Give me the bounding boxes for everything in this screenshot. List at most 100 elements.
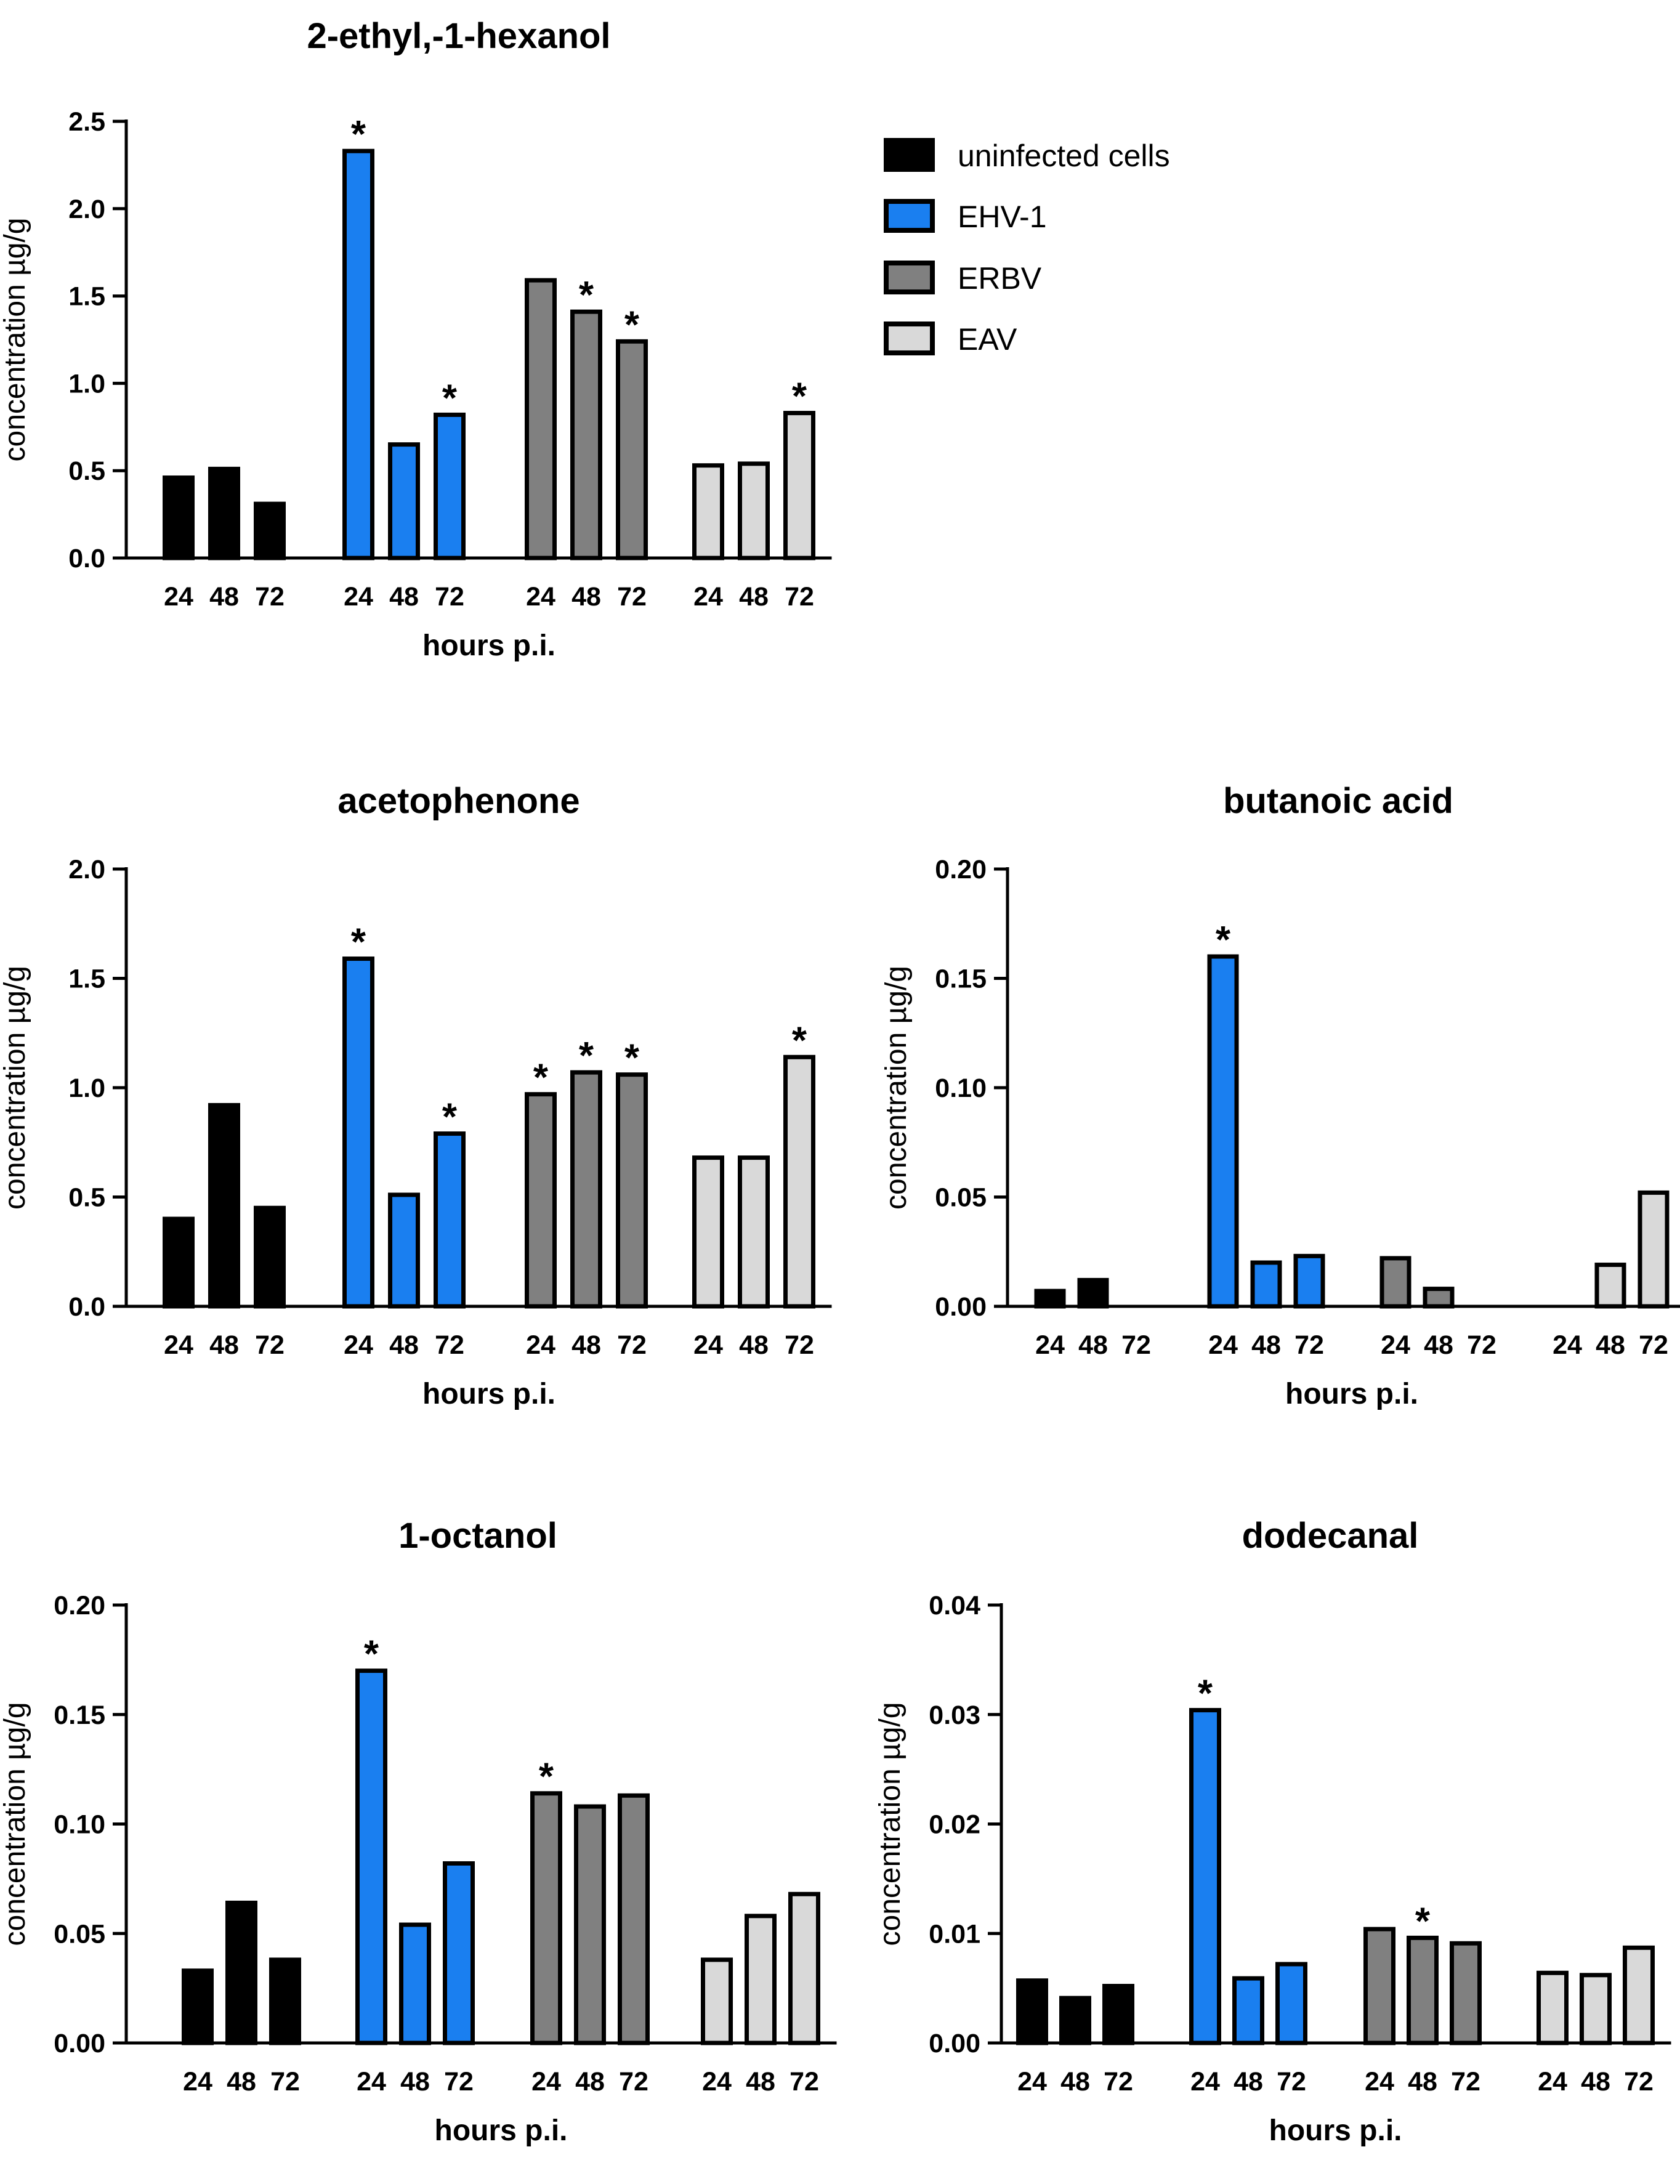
x-tick-label: 48: [1408, 2067, 1437, 2097]
x-tick-label: 24: [164, 1330, 193, 1360]
x-tick-label: 24: [526, 582, 555, 612]
y-tick-label: 0.15: [935, 965, 987, 994]
bar: [1594, 1263, 1626, 1309]
significance-star: *: [624, 1037, 640, 1080]
bar: [788, 1891, 820, 2045]
y-tick-label: 1.5: [68, 965, 105, 994]
bar: [783, 411, 815, 560]
x-tick-label: 48: [1060, 2067, 1090, 2097]
x-tick-label: 48: [227, 2067, 256, 2097]
significance-star: *: [539, 1756, 554, 1798]
x-tick-label: 48: [746, 2067, 775, 2097]
y-tick-label: 0.02: [929, 1810, 980, 1840]
significance-star: *: [442, 377, 458, 419]
y-axis-label: concentration µg/g: [0, 966, 31, 1210]
significance-star: *: [579, 1035, 594, 1077]
x-tick-label: 48: [1424, 1330, 1453, 1360]
x-tick-label: 24: [1381, 1330, 1410, 1360]
y-tick-label: 0.20: [935, 855, 987, 884]
significance-star: *: [624, 304, 640, 346]
x-tick-label: 72: [270, 2067, 300, 2097]
bar: [1623, 1945, 1655, 2045]
y-tick-label: 0.01: [929, 1919, 980, 1949]
significance-star: *: [351, 113, 366, 156]
x-tick-label: 48: [1078, 1330, 1108, 1360]
bar: [1379, 1256, 1411, 1309]
x-tick-label: 24: [1553, 1330, 1582, 1360]
bar: [1537, 1970, 1569, 2045]
bar: [1407, 1935, 1439, 2045]
y-tick-label: 0.00: [54, 2029, 105, 2058]
y-tick-label: 0.05: [935, 1183, 987, 1213]
y-tick-label: 0.5: [68, 1183, 105, 1213]
x-tick-label: 48: [1596, 1330, 1625, 1360]
x-tick-label: 24: [344, 582, 373, 612]
x-tick-label: 72: [435, 582, 464, 612]
x-tick-label: 24: [1365, 2067, 1394, 2097]
x-tick-label: 72: [785, 582, 814, 612]
x-tick-label: 24: [693, 582, 723, 612]
bar: [525, 1092, 557, 1309]
x-tick-label: 48: [571, 582, 601, 612]
x-tick-label: 24: [702, 2067, 732, 2097]
legend-swatch-eav: [884, 322, 935, 355]
bar: [269, 1957, 301, 2045]
x-axis-label: hours p.i.: [1285, 1378, 1418, 1410]
y-tick-label: 0.00: [935, 1292, 987, 1322]
y-tick-label: 0.15: [54, 1701, 105, 1730]
significance-star: *: [792, 1019, 807, 1062]
x-tick-label: 72: [617, 582, 647, 612]
bar: [701, 1957, 733, 2045]
x-tick-label: 48: [389, 582, 419, 612]
chart-panel-acetophenone: acetophenone 0.0 0.5 1.0 1.5 2.0 concentration…: [0, 781, 832, 1410]
x-tick-label: 48: [1581, 2067, 1610, 2097]
x-tick-label: 24: [526, 1330, 555, 1360]
bar: [1580, 1973, 1612, 2045]
significance-star: *: [792, 376, 807, 418]
legend-label-ehv1: EHV-1: [958, 200, 1047, 234]
y-tick-label: 0.00: [929, 2029, 980, 2058]
significance-star: *: [351, 921, 366, 964]
bar: [163, 1216, 195, 1309]
x-tick-label: 48: [209, 582, 239, 612]
bar: [434, 412, 466, 560]
bar: [616, 339, 648, 560]
bar: [1059, 1996, 1091, 2045]
x-tick-label: 24: [1017, 2067, 1047, 2097]
bar: [342, 957, 374, 1309]
x-tick-label: 72: [1639, 1330, 1668, 1360]
bar: [1275, 1962, 1307, 2045]
x-tick-label: 48: [400, 2067, 430, 2097]
y-tick-label: 0.5: [68, 456, 105, 486]
x-tick-label: 48: [739, 582, 769, 612]
x-tick-label: 72: [1467, 1330, 1496, 1360]
legend-label-eav: EAV: [958, 322, 1017, 357]
chart-title: 1-octanol: [398, 1516, 557, 1556]
y-tick-label: 2.0: [68, 855, 105, 884]
x-tick-label: 48: [739, 1330, 769, 1360]
bar: [530, 1791, 562, 2045]
x-tick-label: 72: [1277, 2067, 1306, 2097]
x-tick-label: 72: [255, 582, 285, 612]
y-axis-label: concentration µg/g: [874, 1702, 907, 1946]
bar: [692, 463, 724, 560]
bar: [1207, 954, 1239, 1309]
x-tick-label: 24: [1538, 2067, 1567, 2097]
x-tick-label: 24: [1190, 2067, 1220, 2097]
x-tick-label: 24: [1208, 1330, 1238, 1360]
legend-label-uninfected: uninfected cells: [958, 139, 1170, 173]
y-tick-label: 0.10: [935, 1074, 987, 1103]
bar: [1102, 1984, 1134, 2045]
y-tick-label: 0.0: [68, 1292, 105, 1322]
x-tick-label: 72: [785, 1330, 814, 1360]
bar: [783, 1054, 815, 1309]
x-tick-label: 72: [617, 1330, 647, 1360]
y-tick-label: 0.03: [929, 1701, 980, 1730]
x-tick-label: 48: [1251, 1330, 1281, 1360]
x-tick-label: 72: [1121, 1330, 1151, 1360]
y-tick-label: 0.0: [68, 544, 105, 573]
bar: [570, 309, 602, 560]
bar: [1363, 1927, 1395, 2045]
x-tick-label: 72: [1451, 2067, 1480, 2097]
